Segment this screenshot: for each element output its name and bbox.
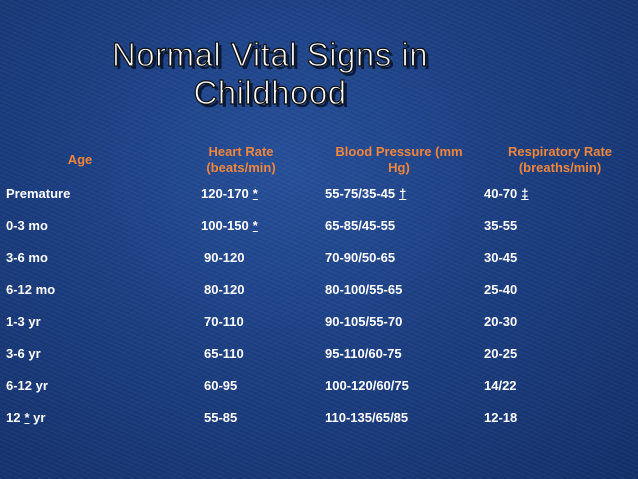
header-heart-rate-line-2: (beats/min) [206,160,276,175]
heart-rate-cell: 90-120 [204,250,244,266]
table-row: 1-3 yr 70-110 90-105/55-70 20-30 [0,314,638,330]
heart-rate-cell: 70-110 [204,314,244,330]
respiratory-rate-cell: 20-30 [484,314,517,330]
slide-title-line-2: Childhood [193,73,347,111]
heart-rate-cell: 60-95 [204,378,237,394]
heart-rate-value: 60-95 [204,378,238,393]
footnote-mark: * [24,410,30,425]
respiratory-rate-value: 20-25 [484,346,518,361]
table-row: Premature 120-170 * 55-75/35-45 † 40-70 ‡ [0,186,638,202]
blood-pressure-cell: 90-105/55-70 [325,314,402,330]
blood-pressure-value: 65-85/45-55 [325,218,396,233]
header-age-label: Age [67,152,93,167]
blood-pressure-cell: 95-110/60-75 [325,346,402,362]
blood-pressure-value: 110-135/65/85 [325,410,409,425]
table-row: 3-6 yr 65-110 95-110/60-75 20-25 [0,346,638,362]
age-value: 0-3 mo [6,218,48,233]
heart-rate-value: 70-110 [204,314,244,329]
blood-pressure-value: 80-100/55-65 [325,282,403,297]
heart-rate-value: 90-120 [204,250,245,265]
respiratory-rate-cell: 35-55 [484,218,517,234]
heart-rate-cell: 55-85 [204,410,237,426]
header-heart-rate-line-1: Heart Rate [208,144,274,159]
footnote-mark: † [399,186,407,201]
header-respiratory-rate: Respiratory Rate (breaths/min) [492,144,628,176]
table-row: 6-12 mo 80-120 80-100/55-65 25-40 [0,282,638,298]
header-respiratory-rate-line-1: Respiratory Rate [507,144,613,159]
respiratory-rate-value: 12-18 [484,410,518,425]
slide-title-line-1: Normal Vital Signs in [111,35,429,73]
respiratory-rate-cell: 12-18 [484,410,517,426]
heart-rate-cell: 80-120 [204,282,244,298]
footnote-mark: * [252,186,258,201]
age-value: Premature [6,186,71,201]
footnote-mark: * [252,218,258,233]
blood-pressure-cell: 70-90/50-65 [325,250,395,266]
heart-rate-value: 100-150 [201,218,249,233]
age-value: 6-12 mo [6,282,56,297]
header-respiratory-rate-line-2: (breaths/min) [518,160,602,175]
header-blood-pressure: Blood Pressure (mm Hg) [322,144,476,176]
age-value: 12 [6,410,21,425]
blood-pressure-cell: 65-85/45-55 [325,218,395,234]
heart-rate-value: 65-110 [204,346,244,361]
heart-rate-value: 120-170 [201,186,249,201]
heart-rate-cell: 65-110 [204,346,244,362]
age-cell: Premature [6,186,70,202]
respiratory-rate-value: 40-70 [484,186,518,201]
blood-pressure-value: 70-90/50-65 [325,250,396,265]
table-row: 6-12 yr 60-95 100-120/60/75 14/22 [0,378,638,394]
age-cell: 6-12 yr [6,378,48,394]
age-cell: 6-12 mo [6,282,55,298]
respiratory-rate-value: 30-45 [484,250,518,265]
blood-pressure-cell: 100-120/60/75 [325,378,409,394]
slide-title: Normal Vital Signs in Childhood [40,35,500,112]
heart-rate-value: 80-120 [204,282,245,297]
respiratory-rate-cell: 25-40 [484,282,517,298]
table-row: 3-6 mo 90-120 70-90/50-65 30-45 [0,250,638,266]
footnote-mark: ‡ [521,186,529,201]
heart-rate-cell: 120-170 * [201,186,258,202]
age-value: 1-3 yr [6,314,41,329]
blood-pressure-value: 55-75/35-45 [325,186,396,201]
age-value: 3-6 mo [6,250,48,265]
heart-rate-cell: 100-150 * [201,218,258,234]
respiratory-rate-value: 25-40 [484,282,518,297]
header-age: Age [50,152,110,168]
table-row: 12 * yr 55-85 110-135/65/85 12-18 [0,410,638,426]
respiratory-rate-cell: 14/22 [484,378,517,394]
blood-pressure-value: 90-105/55-70 [325,314,403,329]
age-unit: yr [33,410,46,425]
respiratory-rate-cell: 20-25 [484,346,517,362]
age-cell: 0-3 mo [6,218,48,234]
header-blood-pressure-line-1: Blood Pressure (mm [335,144,463,159]
age-value: 3-6 yr [6,346,41,361]
respiratory-rate-value: 14/22 [484,378,517,393]
age-cell: 1-3 yr [6,314,41,330]
respiratory-rate-value: 35-55 [484,218,518,233]
respiratory-rate-cell: 30-45 [484,250,517,266]
header-blood-pressure-line-2: Hg) [388,160,410,175]
respiratory-rate-cell: 40-70 ‡ [484,186,528,202]
age-cell: 3-6 mo [6,250,48,266]
blood-pressure-value: 100-120/60/75 [325,378,409,393]
age-cell: 3-6 yr [6,346,41,362]
respiratory-rate-value: 20-30 [484,314,518,329]
age-cell: 12 * yr [6,410,45,426]
blood-pressure-value: 95-110/60-75 [325,346,402,361]
blood-pressure-cell: 110-135/65/85 [325,410,408,426]
blood-pressure-cell: 80-100/55-65 [325,282,402,298]
heart-rate-value: 55-85 [204,410,238,425]
age-value: 6-12 yr [6,378,48,393]
blood-pressure-cell: 55-75/35-45 † [325,186,406,202]
table-row: 0-3 mo 100-150 * 65-85/45-55 35-55 [0,218,638,234]
header-heart-rate: Heart Rate (beats/min) [196,144,286,176]
